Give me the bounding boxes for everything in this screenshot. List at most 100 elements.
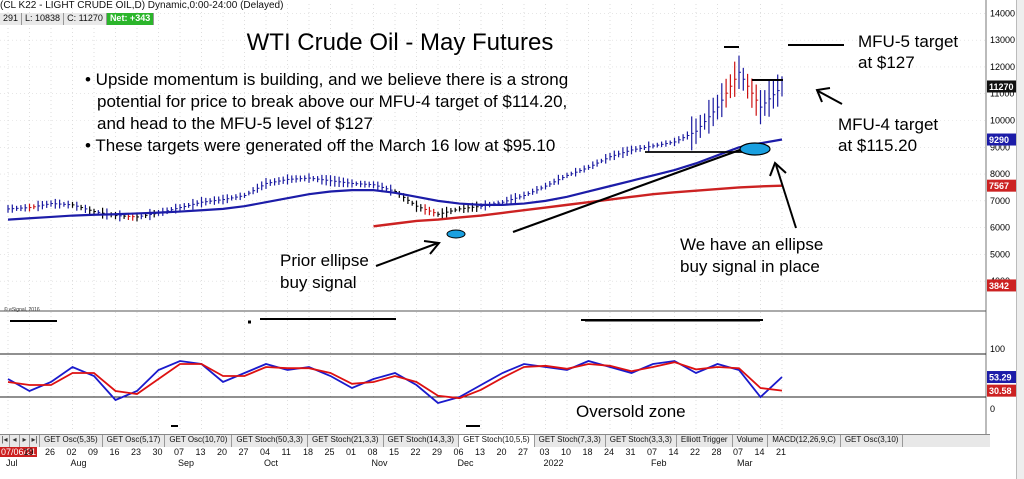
- month-tick-label: Mar: [737, 458, 753, 468]
- date-tick-label: 10: [561, 447, 572, 457]
- date-tick-label: 13: [475, 447, 486, 457]
- study-tab-bar: |◂ ◂ ▸ ▸| GET Osc(5,35) GET Osc(5,17) GE…: [0, 434, 990, 447]
- tab-get-stoch-3[interactable]: GET Stoch(3,3,3): [606, 435, 677, 447]
- vertical-scrollbar[interactable]: [1016, 0, 1024, 479]
- price-tag-bg: [987, 279, 1016, 292]
- mfu4-arrow: [815, 87, 843, 105]
- signal-dashes: [10, 318, 763, 427]
- date-tick-label: 28: [711, 447, 722, 457]
- bullet-line-1: • Upside momentum is building, and we be…: [85, 70, 568, 89]
- tab-get-stoch-21[interactable]: GET Stoch(21,3,3): [308, 435, 384, 447]
- date-tick-label: 07: [174, 447, 185, 457]
- date-tick-label: 20: [217, 447, 228, 457]
- trendline: [512, 145, 749, 234]
- price-tag-label: 9290: [989, 135, 1009, 145]
- price-tick-label: 6000: [990, 223, 1010, 233]
- osc-tag-bg: [987, 371, 1016, 384]
- ellipse-arrow: [769, 161, 797, 229]
- tab-get-stoch-50[interactable]: GET Stoch(50,3,3): [232, 435, 308, 447]
- prior-label-2: buy signal: [280, 273, 357, 292]
- tab-get-osc-5-35[interactable]: GET Osc(5,35): [40, 435, 103, 447]
- date-tick-label: 02: [66, 447, 77, 457]
- date-tick-label: 25: [324, 447, 335, 457]
- date-tick-label: 07: [647, 447, 658, 457]
- osc-tick-label: 0: [990, 404, 995, 414]
- price-tick-label: 7000: [990, 196, 1010, 206]
- tab-elliott-trigger[interactable]: Elliott Trigger: [677, 435, 733, 447]
- price-tag-label: 3842: [989, 281, 1009, 291]
- tab-scroll-last-icon[interactable]: ▸|: [30, 435, 40, 447]
- date-tick-label: 26: [45, 447, 56, 457]
- osc-blue-line: [7, 360, 783, 404]
- price-tick-label: 13000: [990, 35, 1015, 45]
- tab-get-osc-10-70[interactable]: GET Osc(10,70): [165, 435, 233, 447]
- tab-scroll-right-icon[interactable]: ▸: [20, 435, 30, 447]
- blue-ma-line: [7, 138, 783, 221]
- bullet-line-2: potential for price to break above our M…: [97, 92, 567, 111]
- date-tick-label: 09: [88, 447, 99, 457]
- tab-get-stoch-7[interactable]: GET Stoch(7,3,3): [535, 435, 606, 447]
- date-tick-label: 27: [518, 447, 529, 457]
- quote-close: C: 11270: [64, 13, 107, 25]
- price-tick-label: 12000: [990, 62, 1015, 72]
- red-ma-line: [373, 184, 783, 228]
- blue-moving-average: [7, 138, 783, 221]
- date-tick-label: 06: [453, 447, 464, 457]
- tab-scroll-first-icon[interactable]: |◂: [0, 435, 10, 447]
- date-tick-label: 24: [604, 447, 615, 457]
- date-tick-label: 15: [389, 447, 400, 457]
- mfu5-label-2: at $127: [858, 53, 915, 72]
- date-axis-start: 07/06/21: [0, 447, 38, 457]
- date-tick-label: 08: [367, 447, 378, 457]
- tab-scroll-left-icon[interactable]: ◂: [10, 435, 20, 447]
- osc-tag-label: 30.58: [989, 386, 1012, 396]
- price-tag-label: 7567: [989, 181, 1009, 191]
- bullet-line-4: • These targets were generated off the M…: [85, 136, 555, 155]
- oscillator: [7, 360, 783, 404]
- tab-volume[interactable]: Volume: [733, 435, 769, 447]
- date-tick-label: 31: [625, 447, 636, 457]
- price-axis: 14000 13000 12000 11000 10000 9000 8000 7000 600…: [987, 8, 1016, 414]
- price-tick-label: 11000: [990, 89, 1014, 99]
- quote-strip: 291 L: 10838 C: 11270 Net: +343: [0, 13, 155, 25]
- price-tag-label: 11270: [989, 82, 1014, 92]
- month-tick-label: 2022: [543, 458, 564, 468]
- month-tick-label: Feb: [651, 458, 667, 468]
- tab-get-stoch-10[interactable]: GET Stoch(10,5,5): [459, 435, 535, 447]
- date-tick-label: 07: [733, 447, 744, 457]
- month-tick-label: Aug: [70, 458, 87, 468]
- tab-get-osc-5-17[interactable]: GET Osc(5,17): [103, 435, 166, 447]
- date-tick-label: 03: [539, 447, 550, 457]
- mfu4-label-2: at $115.20: [838, 136, 917, 155]
- price-tag-bg: [987, 133, 1016, 146]
- quote-low: L: 10838: [22, 13, 65, 25]
- current-ellipse-signal: [739, 142, 771, 156]
- date-tick-label: 19: [23, 447, 34, 457]
- tab-get-stoch-14[interactable]: GET Stoch(14,3,3): [384, 435, 460, 447]
- month-tick-label: Dec: [457, 458, 474, 468]
- osc-tick-label: 100: [990, 344, 1005, 354]
- date-tick-label: 14: [754, 447, 765, 457]
- date-tick-label: 18: [582, 447, 593, 457]
- date-tick-label: 11: [281, 447, 291, 457]
- date-tick-label: 30: [152, 447, 163, 457]
- mfu5-label-1: MFU-5 target: [858, 32, 958, 51]
- month-tick-label: Nov: [371, 458, 388, 468]
- quote-count: 291: [0, 13, 23, 25]
- red-moving-average: [373, 184, 783, 228]
- tab-get-osc-3-10[interactable]: GET Osc(3,10): [841, 435, 904, 447]
- tab-macd[interactable]: MACD(12,26,9,C): [768, 435, 841, 447]
- chart-text: WTI Crude Oil - May Futures • Upside mom…: [4, 29, 958, 421]
- price-tick-label: 14000: [990, 8, 1015, 18]
- date-tick-label: 27: [238, 447, 249, 457]
- chart-title: WTI Crude Oil - May Futures: [247, 29, 554, 56]
- price-tag-bg: [987, 80, 1016, 93]
- drawn-annotations: [10, 44, 844, 427]
- date-tick-label: 13: [195, 447, 206, 457]
- month-tick-label: Jul: [6, 458, 18, 468]
- prior-ellipse-arrow: [375, 240, 441, 267]
- month-axis: Jul Aug Sep Oct Nov Dec 2022 Feb Mar: [0, 458, 990, 470]
- date-tick-label: 18: [303, 447, 314, 457]
- date-tick-label: 22: [690, 447, 701, 457]
- price-tick-label: 8000: [990, 169, 1010, 179]
